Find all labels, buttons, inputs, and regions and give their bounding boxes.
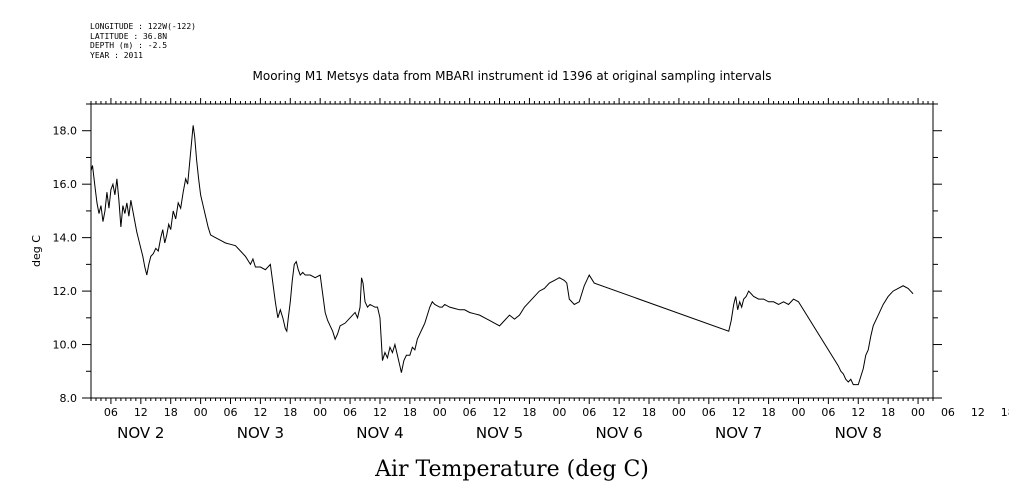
y-tick-labels: 8.0 10.0 12.0 14.0 16.0 18.0 bbox=[53, 125, 78, 405]
series-line bbox=[90, 125, 914, 386]
x-tick-label: 00 bbox=[911, 406, 925, 419]
x-tick-label: 18 bbox=[762, 406, 776, 419]
chart-title: Mooring M1 Metsys data from MBARI instru… bbox=[253, 69, 772, 83]
x-tick-label: 18 bbox=[881, 406, 895, 419]
x-date-label: NOV 8 bbox=[835, 424, 882, 442]
meta-latitude: LATITUDE : 36.8N bbox=[90, 31, 168, 41]
x-tick-label: 00 bbox=[552, 406, 566, 419]
plot-frame bbox=[90, 103, 934, 399]
x-date-label: NOV 7 bbox=[715, 424, 762, 442]
x-tick-label: 06 bbox=[463, 406, 477, 419]
x-tick-label: 12 bbox=[373, 406, 387, 419]
x-date-label: NOV 2 bbox=[117, 424, 164, 442]
x-date-label: NOV 3 bbox=[237, 424, 284, 442]
x-tick-label: 18 bbox=[642, 406, 656, 419]
meta-depth: DEPTH (m) : -2.5 bbox=[90, 41, 168, 50]
y-tick-label: 14.0 bbox=[53, 232, 78, 245]
x-date-label: NOV 5 bbox=[476, 424, 523, 442]
y-tick-label: 16.0 bbox=[53, 178, 78, 191]
x-date-labels: NOV 2 NOV 3 NOV 4 NOV 5 NOV 6 NOV 7 NOV 8 bbox=[117, 424, 882, 442]
y-tick-label: 8.0 bbox=[60, 392, 78, 405]
x-tick-label: 12 bbox=[851, 406, 865, 419]
x-tick-label: 12 bbox=[134, 406, 148, 419]
x-tick-label: 18 bbox=[1001, 406, 1009, 419]
x-tick-label: 00 bbox=[672, 406, 686, 419]
x-tick-label: 18 bbox=[164, 406, 178, 419]
x-axis-label: Air Temperature (deg C) bbox=[374, 457, 649, 482]
x-tick-label: 06 bbox=[941, 406, 955, 419]
x-tick-label: 00 bbox=[194, 406, 208, 419]
x-tick-label: 06 bbox=[582, 406, 596, 419]
x-tick-label: 00 bbox=[791, 406, 805, 419]
meta-longitude: LONGITUDE : 122W(-122) bbox=[90, 22, 196, 31]
y-tick-label: 10.0 bbox=[53, 339, 78, 352]
x-tick-label: 18 bbox=[403, 406, 417, 419]
x-tick-labels: 06 12 18 00 06 12 18 00 06 12 18 00 06 12 18 00 06 12 18 00… bbox=[104, 406, 1009, 419]
metadata-block: LONGITUDE : 122W(-122) LATITUDE : 36.8N … bbox=[90, 22, 196, 60]
x-tick-label: 12 bbox=[732, 406, 746, 419]
x-tick-label: 00 bbox=[433, 406, 447, 419]
y-axis-label: deg C bbox=[30, 235, 43, 267]
x-tick-label: 06 bbox=[343, 406, 357, 419]
x-tick-label: 18 bbox=[522, 406, 536, 419]
x-tick-label: 12 bbox=[612, 406, 626, 419]
axes bbox=[82, 98, 942, 404]
x-tick-label: 12 bbox=[253, 406, 267, 419]
x-date-label: NOV 6 bbox=[595, 424, 642, 442]
x-tick-label: 18 bbox=[283, 406, 297, 419]
y-tick-label: 18.0 bbox=[53, 125, 78, 138]
x-tick-label: 12 bbox=[971, 406, 985, 419]
x-tick-label: 06 bbox=[104, 406, 118, 419]
x-tick-label: 06 bbox=[224, 406, 238, 419]
x-date-label: NOV 4 bbox=[356, 424, 403, 442]
x-tick-label: 06 bbox=[702, 406, 716, 419]
y-tick-label: 12.0 bbox=[53, 285, 78, 298]
x-tick-label: 00 bbox=[313, 406, 327, 419]
x-tick-label: 06 bbox=[821, 406, 835, 419]
x-tick-label: 12 bbox=[493, 406, 507, 419]
meta-year: YEAR : 2011 bbox=[90, 50, 143, 60]
